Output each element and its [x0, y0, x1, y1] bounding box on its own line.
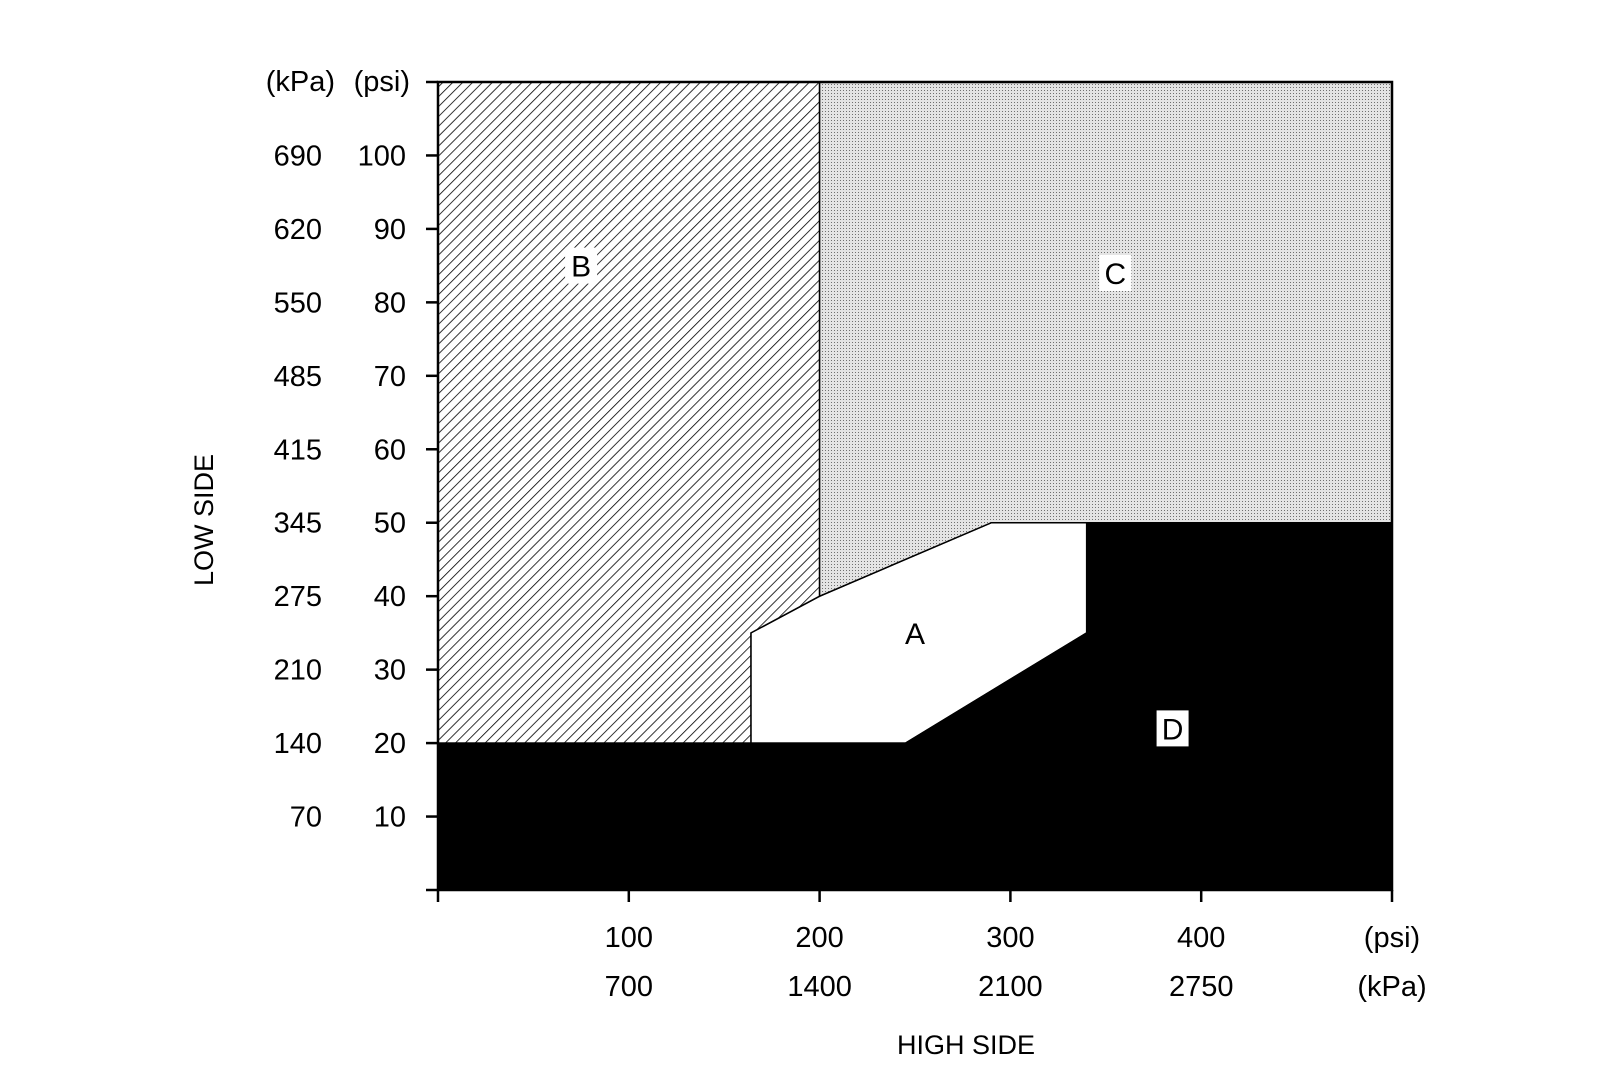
region-b-label: B: [571, 251, 591, 284]
x-tick-label-psi: 200: [795, 922, 843, 954]
region-c-label: C: [1105, 258, 1127, 291]
x-tick-label-psi: 300: [986, 922, 1034, 954]
y-tick-label-psi: 10: [374, 802, 406, 834]
y-tick-label-kpa: 275: [274, 581, 322, 613]
y-tick-label-kpa: 345: [274, 508, 322, 540]
region-d-label-bg: [1156, 710, 1189, 747]
region-d-label: D: [1162, 713, 1184, 746]
y-tick-label-kpa: 140: [274, 728, 322, 760]
y-tick-label-kpa: 70: [290, 802, 322, 834]
tick-layer: [426, 80, 1394, 902]
y-tick-label-kpa: 485: [274, 361, 322, 393]
y-axis-title: LOW SIDE: [189, 454, 219, 586]
region-label-layer: A B C D: [565, 247, 1189, 747]
y-tick-label-psi: 100: [358, 140, 406, 172]
y-axis-labels: 690 100 620 90 550 80 485 70 415 60 345 50 275 40 210 3…: [274, 140, 406, 833]
y-tick-label-psi: 60: [374, 434, 406, 466]
y-tick-label-psi: 20: [374, 728, 406, 760]
region-c: [818, 81, 1393, 598]
y-unit-psi-label: (psi): [354, 66, 410, 98]
y-tick-label-kpa: 550: [274, 287, 322, 319]
x-axis-labels: 100 700 200 1400 300 2100 400 2750: [605, 922, 1234, 1003]
y-tick-label-psi: 30: [374, 655, 406, 687]
y-tick-label-kpa: 210: [274, 655, 322, 687]
x-tick-label-psi: 400: [1177, 922, 1225, 954]
region-c-label-bg: [1099, 254, 1132, 291]
y-tick-label-psi: 70: [374, 361, 406, 393]
x-tick-label-kpa: 2750: [1169, 971, 1234, 1003]
y-unit-kpa-label: (kPa): [266, 66, 335, 98]
region-a-label: A: [905, 618, 925, 651]
x-axis-title: HIGH SIDE: [897, 1030, 1035, 1060]
x-tick-label-psi: 100: [605, 922, 653, 954]
x-unit-kpa-label: (kPa): [1357, 971, 1426, 1003]
y-tick-label-psi: 40: [374, 581, 406, 613]
x-tick-label-kpa: 700: [605, 971, 653, 1003]
y-tick-label-kpa: 415: [274, 434, 322, 466]
region-layer: [437, 81, 1393, 891]
y-tick-label-psi: 80: [374, 287, 406, 319]
x-tick-label-kpa: 2100: [978, 971, 1043, 1003]
plot-frame: [436, 80, 1394, 892]
y-tick-label-psi: 90: [374, 214, 406, 246]
y-tick-label-kpa: 690: [274, 140, 322, 172]
region-b-label-bg: [565, 247, 598, 284]
y-tick-label-psi: 50: [374, 508, 406, 540]
x-tick-label-kpa: 1400: [787, 971, 852, 1003]
x-unit-psi-label: (psi): [1364, 922, 1420, 954]
y-tick-label-kpa: 620: [274, 214, 322, 246]
